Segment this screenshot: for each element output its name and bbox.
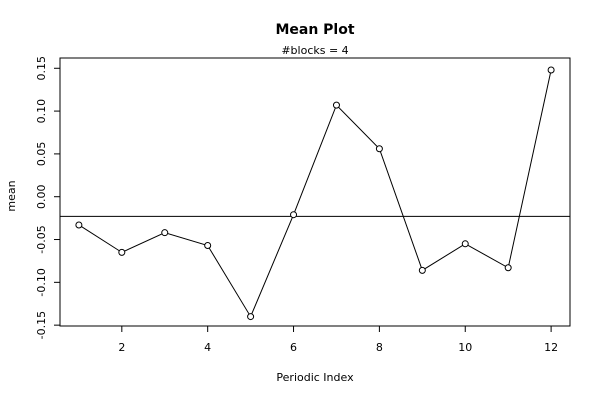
x-tick-label: 10	[458, 341, 472, 354]
series-line	[78, 69, 552, 318]
data-point	[504, 264, 512, 272]
data-point	[461, 240, 469, 248]
data-point	[332, 101, 340, 109]
plot-frame	[59, 57, 571, 327]
data-point	[290, 211, 298, 219]
y-tick-label: -0.10	[35, 268, 48, 296]
y-tick-label: -0.05	[35, 225, 48, 253]
data-point	[204, 242, 212, 250]
data-point	[161, 229, 169, 237]
y-tick-label: 0.10	[35, 99, 48, 124]
data-point	[418, 266, 426, 274]
x-tick-label: 4	[204, 341, 211, 354]
x-tick-label: 6	[290, 341, 297, 354]
x-tick-label: 12	[544, 341, 558, 354]
chart-subtitle: #blocks = 4	[281, 44, 348, 57]
data-point	[247, 313, 255, 321]
y-tick-label: 0.15	[35, 56, 48, 81]
y-tick-label: -0.15	[35, 311, 48, 339]
x-tick-label: 2	[118, 341, 125, 354]
data-point	[547, 66, 555, 74]
y-tick-label: 0.00	[35, 184, 48, 209]
y-axis-label: mean	[5, 180, 18, 211]
data-point	[75, 221, 83, 229]
chart-title: Mean Plot	[275, 22, 354, 38]
data-point	[118, 248, 126, 256]
data-point	[375, 145, 383, 153]
x-tick-label: 8	[376, 341, 383, 354]
x-axis-label: Periodic Index	[276, 371, 354, 384]
y-tick-label: 0.05	[35, 142, 48, 167]
